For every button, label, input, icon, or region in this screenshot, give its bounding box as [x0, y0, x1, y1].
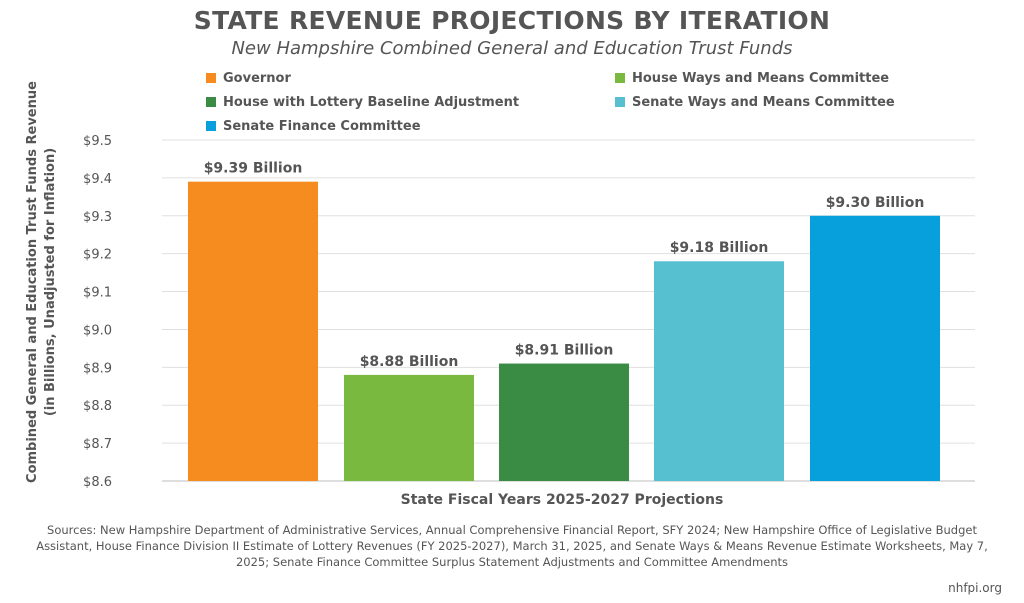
data-label: $9.30 Billion	[826, 195, 925, 211]
data-label: $8.88 Billion	[360, 354, 459, 370]
y-tick-label: $9.2	[83, 248, 112, 263]
legend-swatch	[615, 97, 625, 107]
data-label: $9.18 Billion	[670, 240, 769, 256]
y-tick-label: $8.9	[83, 361, 112, 376]
y-tick-label: $8.6	[83, 475, 112, 490]
legend-label: House with Lottery Baseline Adjustment	[223, 94, 520, 110]
chart-subtitle: New Hampshire Combined General and Educa…	[231, 38, 793, 59]
data-label: $8.91 Billion	[515, 343, 614, 359]
bar	[188, 181, 318, 481]
x-axis-label: State Fiscal Years 2025-2027 Projections	[400, 492, 724, 508]
y-tick-label: $9.4	[83, 172, 112, 187]
legend-item-house-lottery-adjustment: House with Lottery Baseline Adjustment	[206, 94, 519, 110]
legend-swatch	[206, 97, 216, 107]
bar	[810, 215, 940, 481]
bar	[499, 363, 629, 481]
chart-title: STATE REVENUE PROJECTIONS BY ITERATION	[193, 6, 831, 35]
legend-item-senate-ways-means: Senate Ways and Means Committee	[615, 94, 895, 110]
legend-swatch	[206, 73, 216, 83]
legend-label: House Ways and Means Committee	[632, 70, 890, 86]
legend-label: Senate Ways and Means Committee	[632, 94, 895, 110]
data-label: $9.39 Billion	[204, 161, 303, 177]
bar	[654, 261, 784, 481]
legend-item-senate-finance: Senate Finance Committee	[206, 118, 421, 134]
bar	[344, 374, 474, 481]
legend-label: Senate Finance Committee	[223, 118, 421, 134]
sources-note: Sources: New Hampshire Department of Adm…	[36, 523, 988, 569]
y-tick-label: $9.1	[83, 286, 112, 301]
y-tick-label: $9.3	[83, 210, 112, 225]
y-tick-label: $9.5	[83, 134, 112, 149]
y-tick-label: $8.8	[83, 399, 112, 414]
legend-swatch	[615, 73, 625, 83]
legend-label: Governor	[223, 70, 291, 86]
y-tick-label: $8.7	[83, 437, 112, 452]
legend-item-house-ways-means: House Ways and Means Committee	[615, 70, 889, 86]
legend-swatch	[206, 121, 216, 131]
y-tick-label: $9.0	[83, 323, 112, 338]
credit-text: nhfpi.org	[948, 581, 1002, 595]
legend-item-governor: Governor	[206, 70, 291, 86]
